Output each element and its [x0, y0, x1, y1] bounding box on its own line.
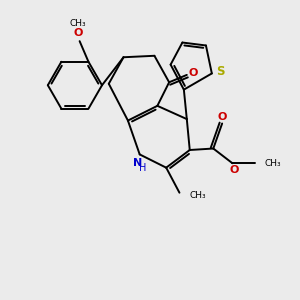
- Text: O: O: [229, 165, 239, 175]
- Text: O: O: [74, 28, 83, 38]
- Text: CH₃: CH₃: [265, 159, 281, 168]
- Text: O: O: [218, 112, 227, 122]
- Text: CH₃: CH₃: [70, 19, 86, 28]
- Text: H: H: [139, 163, 146, 173]
- Text: CH₃: CH₃: [190, 191, 206, 200]
- Text: S: S: [216, 65, 225, 79]
- Text: N: N: [133, 158, 142, 168]
- Text: O: O: [189, 68, 198, 78]
